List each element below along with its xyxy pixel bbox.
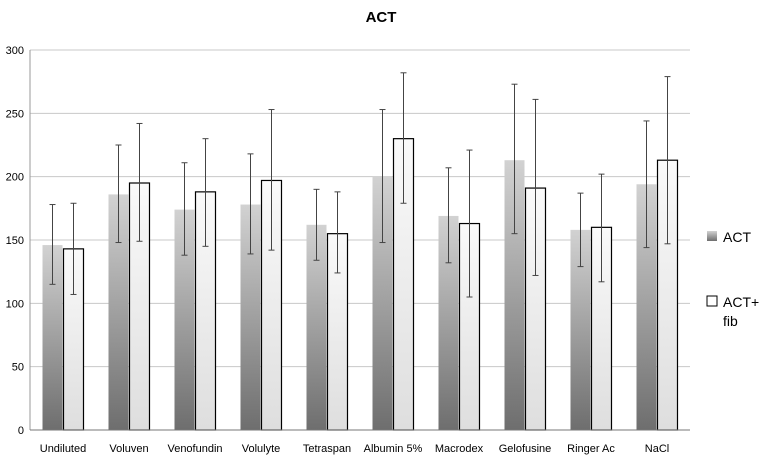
error-bar-act bbox=[313, 188, 320, 261]
bars bbox=[42, 138, 679, 431]
x-tick-label: Tetraspan bbox=[303, 443, 351, 455]
error-bar-act bbox=[577, 192, 584, 268]
error-bar-act bbox=[49, 204, 56, 285]
y-tick-label: 50 bbox=[12, 362, 24, 374]
y-axis: 0 50 100 150 200 250 300 bbox=[6, 45, 31, 437]
bar-act bbox=[438, 215, 459, 430]
legend-item-act-fib: ACT+ fib bbox=[706, 294, 759, 329]
error-bar-act-fib bbox=[400, 72, 407, 204]
y-tick-label: 100 bbox=[6, 298, 24, 310]
error-bar-act-fib bbox=[466, 149, 473, 298]
legend-swatch-act bbox=[707, 231, 717, 241]
bar-act bbox=[372, 176, 393, 430]
y-tick-label: 300 bbox=[6, 45, 24, 57]
error-bars bbox=[49, 72, 671, 298]
error-bar-act-fib bbox=[268, 109, 275, 251]
legend-label-act-fib-line1: ACT+ bbox=[723, 294, 759, 310]
error-bar-act-fib bbox=[598, 173, 605, 283]
y-tick-label: 0 bbox=[18, 425, 24, 437]
bar-act bbox=[570, 229, 591, 430]
error-bar-act-fib bbox=[334, 191, 341, 274]
y-tick-label: 200 bbox=[6, 172, 24, 184]
x-tick-label: Undiluted bbox=[40, 443, 86, 455]
legend: ACT ACT+ fib bbox=[706, 229, 759, 329]
error-bar-act-fib bbox=[70, 202, 77, 295]
error-bar-act bbox=[445, 167, 452, 264]
legend-label-act-fib-line2: fib bbox=[723, 313, 738, 329]
x-tick-label: Macrodex bbox=[435, 443, 484, 455]
y-tick-label: 250 bbox=[6, 108, 24, 120]
error-bar-act-fib bbox=[136, 122, 143, 242]
x-tick-label: Volulyte bbox=[242, 443, 281, 455]
error-bar-act bbox=[181, 162, 188, 256]
x-tick-label: Albumin 5% bbox=[364, 443, 423, 455]
x-axis: Undiluted Voluven Venofundin Volulyte Tetras… bbox=[30, 429, 690, 455]
error-bar-act bbox=[247, 153, 254, 255]
chart-title: ACT bbox=[366, 9, 397, 26]
bar-act bbox=[108, 194, 129, 430]
x-tick-label: Ringer Ac bbox=[567, 443, 615, 455]
bar-act bbox=[504, 160, 525, 430]
y-tick-label: 150 bbox=[6, 235, 24, 247]
error-bar-act-fib bbox=[532, 98, 539, 276]
bar-act bbox=[42, 245, 63, 430]
error-bar-act bbox=[379, 109, 386, 244]
error-bar-act bbox=[511, 83, 518, 235]
x-tick-label: Voluven bbox=[109, 443, 148, 455]
bar-act bbox=[636, 184, 657, 430]
x-tick-label: NaCl bbox=[645, 443, 669, 455]
bar-act bbox=[174, 209, 195, 430]
error-bar-act bbox=[115, 144, 122, 244]
x-tick-label: Gelofusine bbox=[499, 443, 552, 455]
bar-act bbox=[306, 224, 327, 430]
error-bar-act-fib bbox=[664, 76, 671, 245]
x-tick-label: Venofundin bbox=[167, 443, 222, 455]
bar-act bbox=[240, 204, 261, 430]
legend-label-act: ACT bbox=[723, 229, 751, 245]
legend-item-act: ACT bbox=[707, 229, 751, 245]
error-bar-act bbox=[643, 120, 650, 249]
legend-swatch-act-fib bbox=[706, 295, 718, 307]
error-bar-act-fib bbox=[202, 138, 209, 247]
